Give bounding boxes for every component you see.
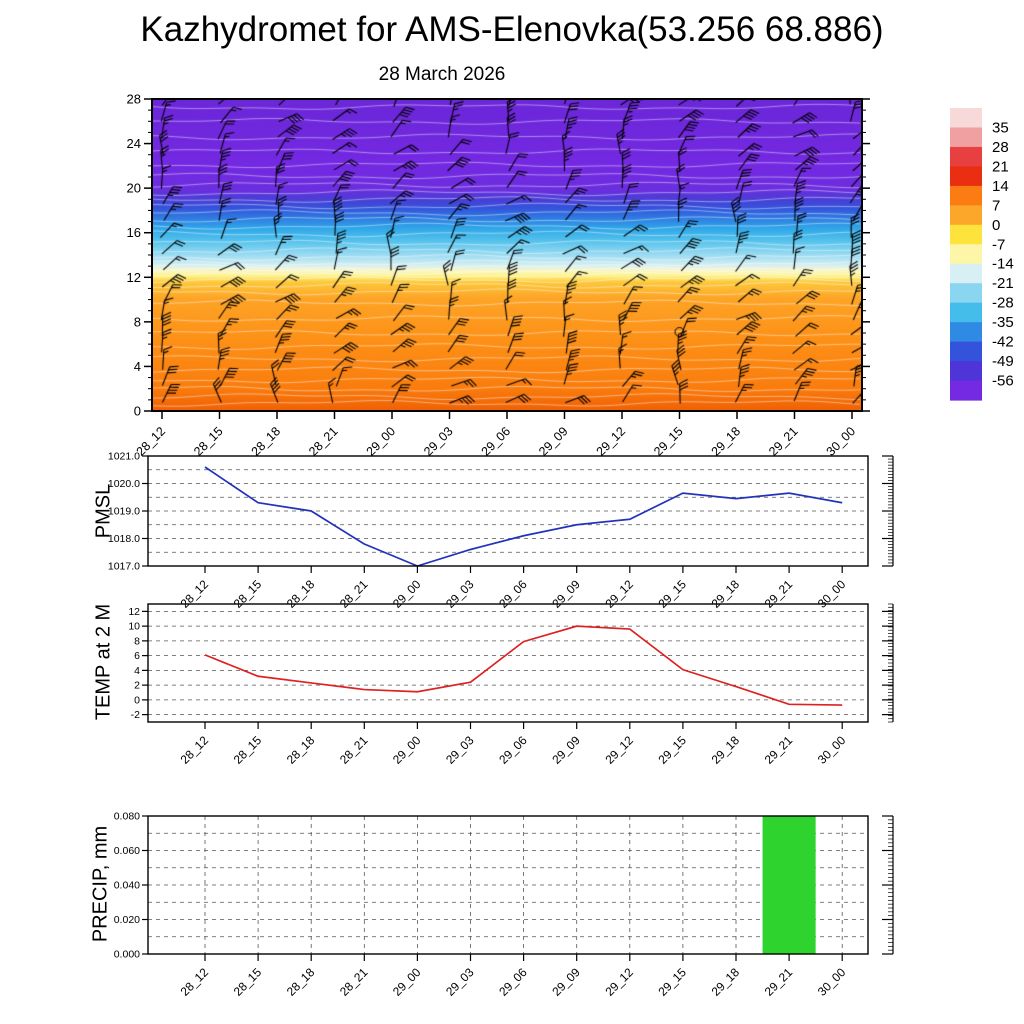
svg-text:-7: -7 bbox=[992, 236, 1005, 253]
temp-2m-chart: -2 0 2 4 6 8 10 12 28_12 28_15 28_18 28_21 29_00 29_0… bbox=[128, 603, 894, 767]
svg-text:35: 35 bbox=[992, 119, 1009, 136]
svg-text:0.060: 0.060 bbox=[114, 845, 140, 857]
svg-text:28_15: 28_15 bbox=[191, 424, 226, 459]
svg-text:20: 20 bbox=[127, 181, 141, 196]
svg-text:8: 8 bbox=[134, 314, 141, 329]
svg-text:-28: -28 bbox=[992, 295, 1014, 312]
svg-text:28: 28 bbox=[127, 92, 141, 107]
svg-text:29_15: 29_15 bbox=[651, 424, 686, 459]
svg-text:-14: -14 bbox=[992, 256, 1014, 273]
svg-text:29_03: 29_03 bbox=[421, 424, 456, 459]
temperature-colorbar: 35 28 21 14 7 0 -7 -14 -21 -28 -35 -42 -49 -56 bbox=[950, 108, 1014, 401]
svg-text:28: 28 bbox=[992, 139, 1009, 156]
svg-text:-42: -42 bbox=[992, 334, 1014, 351]
svg-text:-56: -56 bbox=[992, 373, 1014, 390]
svg-text:12: 12 bbox=[128, 606, 140, 618]
svg-text:-49: -49 bbox=[992, 353, 1014, 370]
svg-text:2: 2 bbox=[134, 680, 140, 692]
svg-text:10: 10 bbox=[128, 621, 140, 633]
svg-text:29_06: 29_06 bbox=[496, 965, 530, 999]
svg-text:29_15: 29_15 bbox=[656, 733, 690, 767]
svg-text:29_00: 29_00 bbox=[364, 424, 399, 459]
svg-text:1019.0: 1019.0 bbox=[108, 506, 140, 518]
svg-text:30_00: 30_00 bbox=[815, 733, 849, 767]
svg-text:4: 4 bbox=[134, 359, 141, 374]
svg-text:-35: -35 bbox=[992, 314, 1014, 331]
svg-text:28_12: 28_12 bbox=[178, 965, 212, 999]
svg-text:1021.0: 1021.0 bbox=[108, 451, 140, 463]
temperature-height-cross-section bbox=[152, 98, 862, 410]
svg-text:6: 6 bbox=[134, 650, 140, 662]
svg-text:0.080: 0.080 bbox=[114, 811, 140, 823]
svg-text:28_18: 28_18 bbox=[284, 733, 318, 767]
svg-text:29_12: 29_12 bbox=[594, 424, 629, 459]
svg-text:28_18: 28_18 bbox=[249, 424, 284, 459]
svg-text:29_12: 29_12 bbox=[602, 965, 636, 999]
svg-text:29_18: 29_18 bbox=[709, 733, 743, 767]
svg-text:0.040: 0.040 bbox=[114, 880, 140, 892]
svg-text:7: 7 bbox=[992, 197, 1000, 214]
svg-text:-21: -21 bbox=[992, 275, 1014, 292]
svg-text:28_15: 28_15 bbox=[231, 733, 265, 767]
svg-text:0.020: 0.020 bbox=[114, 914, 140, 926]
svg-text:1018.0: 1018.0 bbox=[108, 533, 140, 545]
svg-text:29_00: 29_00 bbox=[390, 965, 424, 999]
svg-text:0: 0 bbox=[992, 217, 1000, 234]
svg-text:28_21: 28_21 bbox=[306, 424, 341, 459]
svg-text:29_06: 29_06 bbox=[479, 424, 514, 459]
svg-text:14: 14 bbox=[992, 178, 1009, 195]
svg-text:28_18: 28_18 bbox=[284, 965, 318, 999]
svg-text:29_18: 29_18 bbox=[709, 424, 744, 459]
cross-section-date-title: 28 March 2026 bbox=[378, 64, 506, 85]
svg-text:29_12: 29_12 bbox=[602, 733, 636, 767]
svg-text:1017.0: 1017.0 bbox=[108, 561, 140, 573]
svg-text:-2: -2 bbox=[131, 709, 140, 721]
svg-text:30_00: 30_00 bbox=[815, 965, 849, 999]
precip-chart: 0.000 0.020 0.040 0.060 0.080 28_12 28_15 28_18… bbox=[114, 811, 894, 999]
svg-text:29_09: 29_09 bbox=[549, 965, 583, 999]
svg-text:30_00: 30_00 bbox=[824, 424, 859, 459]
svg-text:29_18: 29_18 bbox=[709, 965, 743, 999]
svg-text:29_15: 29_15 bbox=[656, 965, 690, 999]
svg-text:29_06: 29_06 bbox=[496, 733, 530, 767]
svg-text:29_09: 29_09 bbox=[536, 424, 571, 459]
svg-text:4: 4 bbox=[134, 665, 140, 677]
svg-text:21: 21 bbox=[992, 158, 1009, 175]
svg-text:29_00: 29_00 bbox=[390, 733, 424, 767]
svg-text:29_03: 29_03 bbox=[443, 733, 477, 767]
svg-text:1020.0: 1020.0 bbox=[108, 478, 140, 490]
svg-text:28_15: 28_15 bbox=[231, 965, 265, 999]
svg-text:12: 12 bbox=[127, 270, 141, 285]
svg-text:0: 0 bbox=[134, 694, 140, 706]
svg-text:29_21: 29_21 bbox=[762, 733, 796, 767]
svg-text:28_21: 28_21 bbox=[337, 733, 371, 767]
svg-text:0: 0 bbox=[134, 404, 141, 419]
svg-text:29_03: 29_03 bbox=[443, 965, 477, 999]
svg-text:29_09: 29_09 bbox=[549, 733, 583, 767]
svg-text:29_21: 29_21 bbox=[762, 965, 796, 999]
svg-text:29_21: 29_21 bbox=[766, 424, 801, 459]
svg-text:8: 8 bbox=[134, 635, 140, 647]
svg-text:28_12: 28_12 bbox=[178, 733, 212, 767]
svg-text:28_21: 28_21 bbox=[337, 965, 371, 999]
svg-text:16: 16 bbox=[127, 225, 141, 240]
svg-text:0.000: 0.000 bbox=[114, 949, 140, 961]
svg-text:24: 24 bbox=[127, 136, 141, 151]
page-title: Kazhydromet for AMS-Elenovka(53.256 68.8… bbox=[140, 10, 884, 49]
